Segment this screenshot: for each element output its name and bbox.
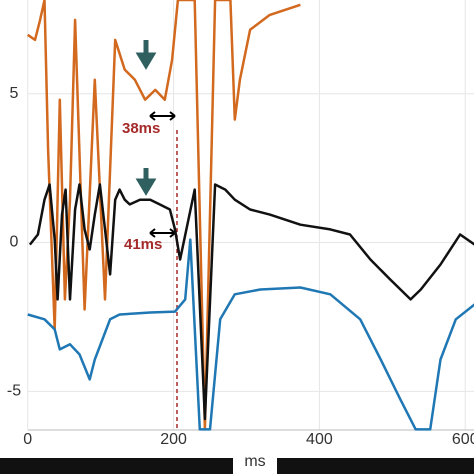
interval-arrow: [149, 228, 176, 238]
x-tick-label: 400: [306, 431, 333, 448]
y-tick-label: 5: [10, 85, 19, 102]
annotation: 38ms: [122, 120, 160, 137]
series-line: [28, 183, 474, 421]
interval-arrow: [149, 111, 176, 121]
series-line: [27, 238, 474, 431]
series-line: [26, 0, 301, 431]
x-tick-label: 200: [160, 431, 187, 448]
arrow-down: [135, 40, 157, 70]
annotation: 41ms: [124, 236, 162, 253]
xlabel-box: [233, 448, 277, 474]
x-axis-label: ms: [244, 453, 265, 470]
x-tick-label: 0: [23, 431, 32, 448]
y-tick-label: 0: [10, 234, 19, 251]
arrow-down: [135, 168, 157, 196]
x-tick-label: 600: [452, 431, 474, 448]
y-tick-label: -5: [7, 383, 21, 400]
